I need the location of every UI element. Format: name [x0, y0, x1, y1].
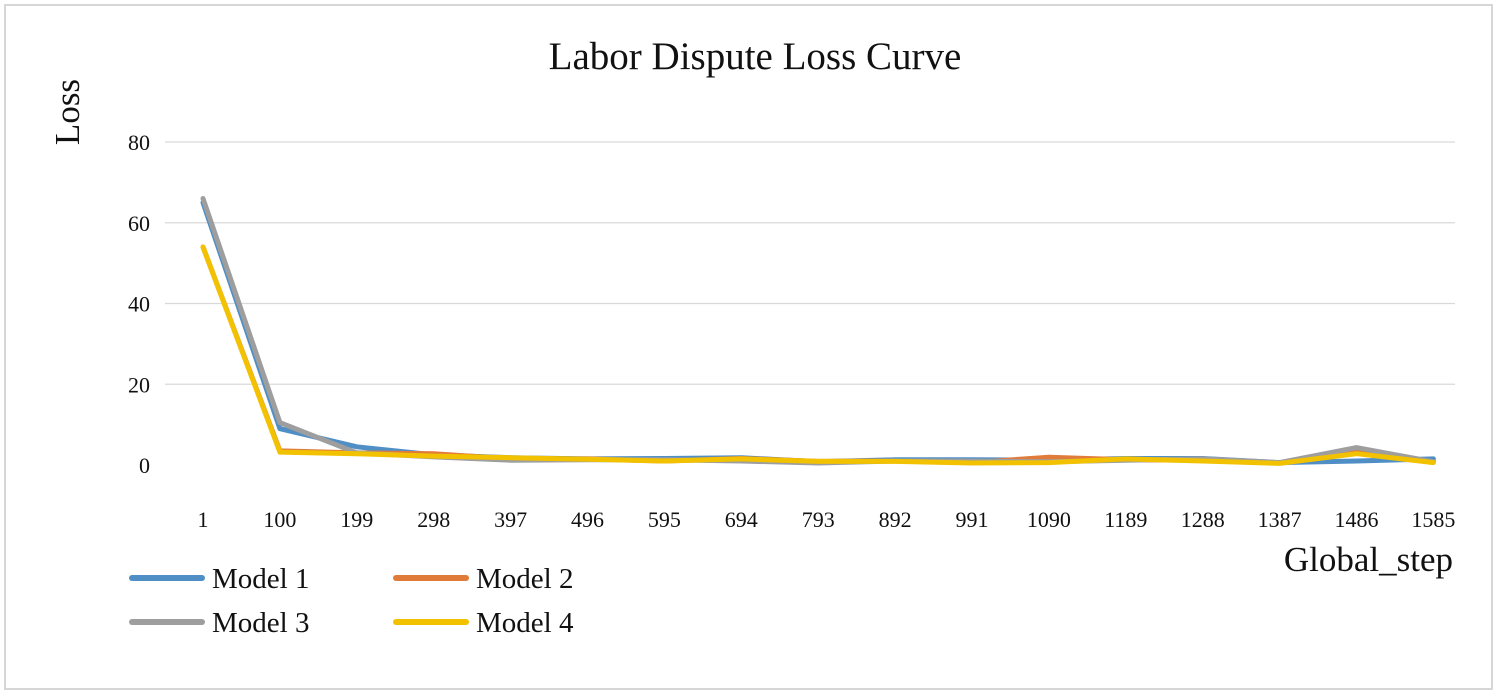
x-tick-label: 298: [417, 507, 450, 532]
x-tick-label: 991: [956, 507, 989, 532]
x-tick-label: 694: [725, 507, 758, 532]
legend-label: Model 2: [476, 563, 573, 595]
y-tick-label: 80: [128, 130, 150, 155]
x-tick-label: 397: [494, 507, 527, 532]
y-tick-label: 40: [128, 292, 150, 317]
y-tick-label: 0: [139, 453, 150, 478]
x-axis-title: Global_step: [1284, 540, 1453, 579]
x-tick-label: 1189: [1104, 507, 1147, 532]
series-line-model-3: [200, 196, 1436, 466]
x-tick-label: 1585: [1411, 507, 1455, 532]
y-tick-labels: 0 20 40 60 80: [128, 130, 150, 478]
legend: Model 1 Model 2 Model 3 Model 4: [129, 563, 574, 639]
legend-label: Model 1: [212, 563, 309, 595]
x-tick-label: 892: [879, 507, 912, 532]
legend-item-model-3: Model 3: [129, 607, 309, 639]
x-tick-label: 1: [198, 507, 209, 532]
x-tick-labels: 1 100 199 298 397 496 595 694 793 892 991 1090 1189 1…: [198, 507, 1456, 532]
x-tick-label: 595: [648, 507, 681, 532]
legend-label: Model 3: [212, 607, 309, 639]
gridlines: [165, 141, 1455, 385]
legend-item-model-4: Model 4: [393, 607, 574, 639]
x-tick-label: 1387: [1258, 507, 1302, 532]
x-tick-label: 1486: [1335, 507, 1379, 532]
x-tick-label: 496: [571, 507, 604, 532]
series-line-model-4: [200, 244, 1436, 466]
x-tick-label: 793: [802, 507, 835, 532]
x-tick-label: 199: [340, 507, 373, 532]
x-tick-label: 1090: [1027, 507, 1071, 532]
series-line-model-2: [200, 244, 1436, 466]
series-lines: [200, 196, 1436, 466]
chart-frame: [4, 4, 1493, 690]
legend-item-model-1: Model 1: [129, 563, 309, 595]
y-tick-label: 20: [128, 372, 150, 397]
x-tick-label: 100: [263, 507, 296, 532]
legend-label: Model 4: [476, 607, 574, 639]
series-line-model-1: [200, 200, 1436, 466]
x-tick-label: 1288: [1181, 507, 1225, 532]
y-tick-label: 60: [128, 211, 150, 236]
chart-title: Labor Dispute Loss Curve: [549, 35, 962, 78]
y-axis-title: Loss: [48, 79, 87, 145]
legend-item-model-2: Model 2: [393, 563, 573, 595]
